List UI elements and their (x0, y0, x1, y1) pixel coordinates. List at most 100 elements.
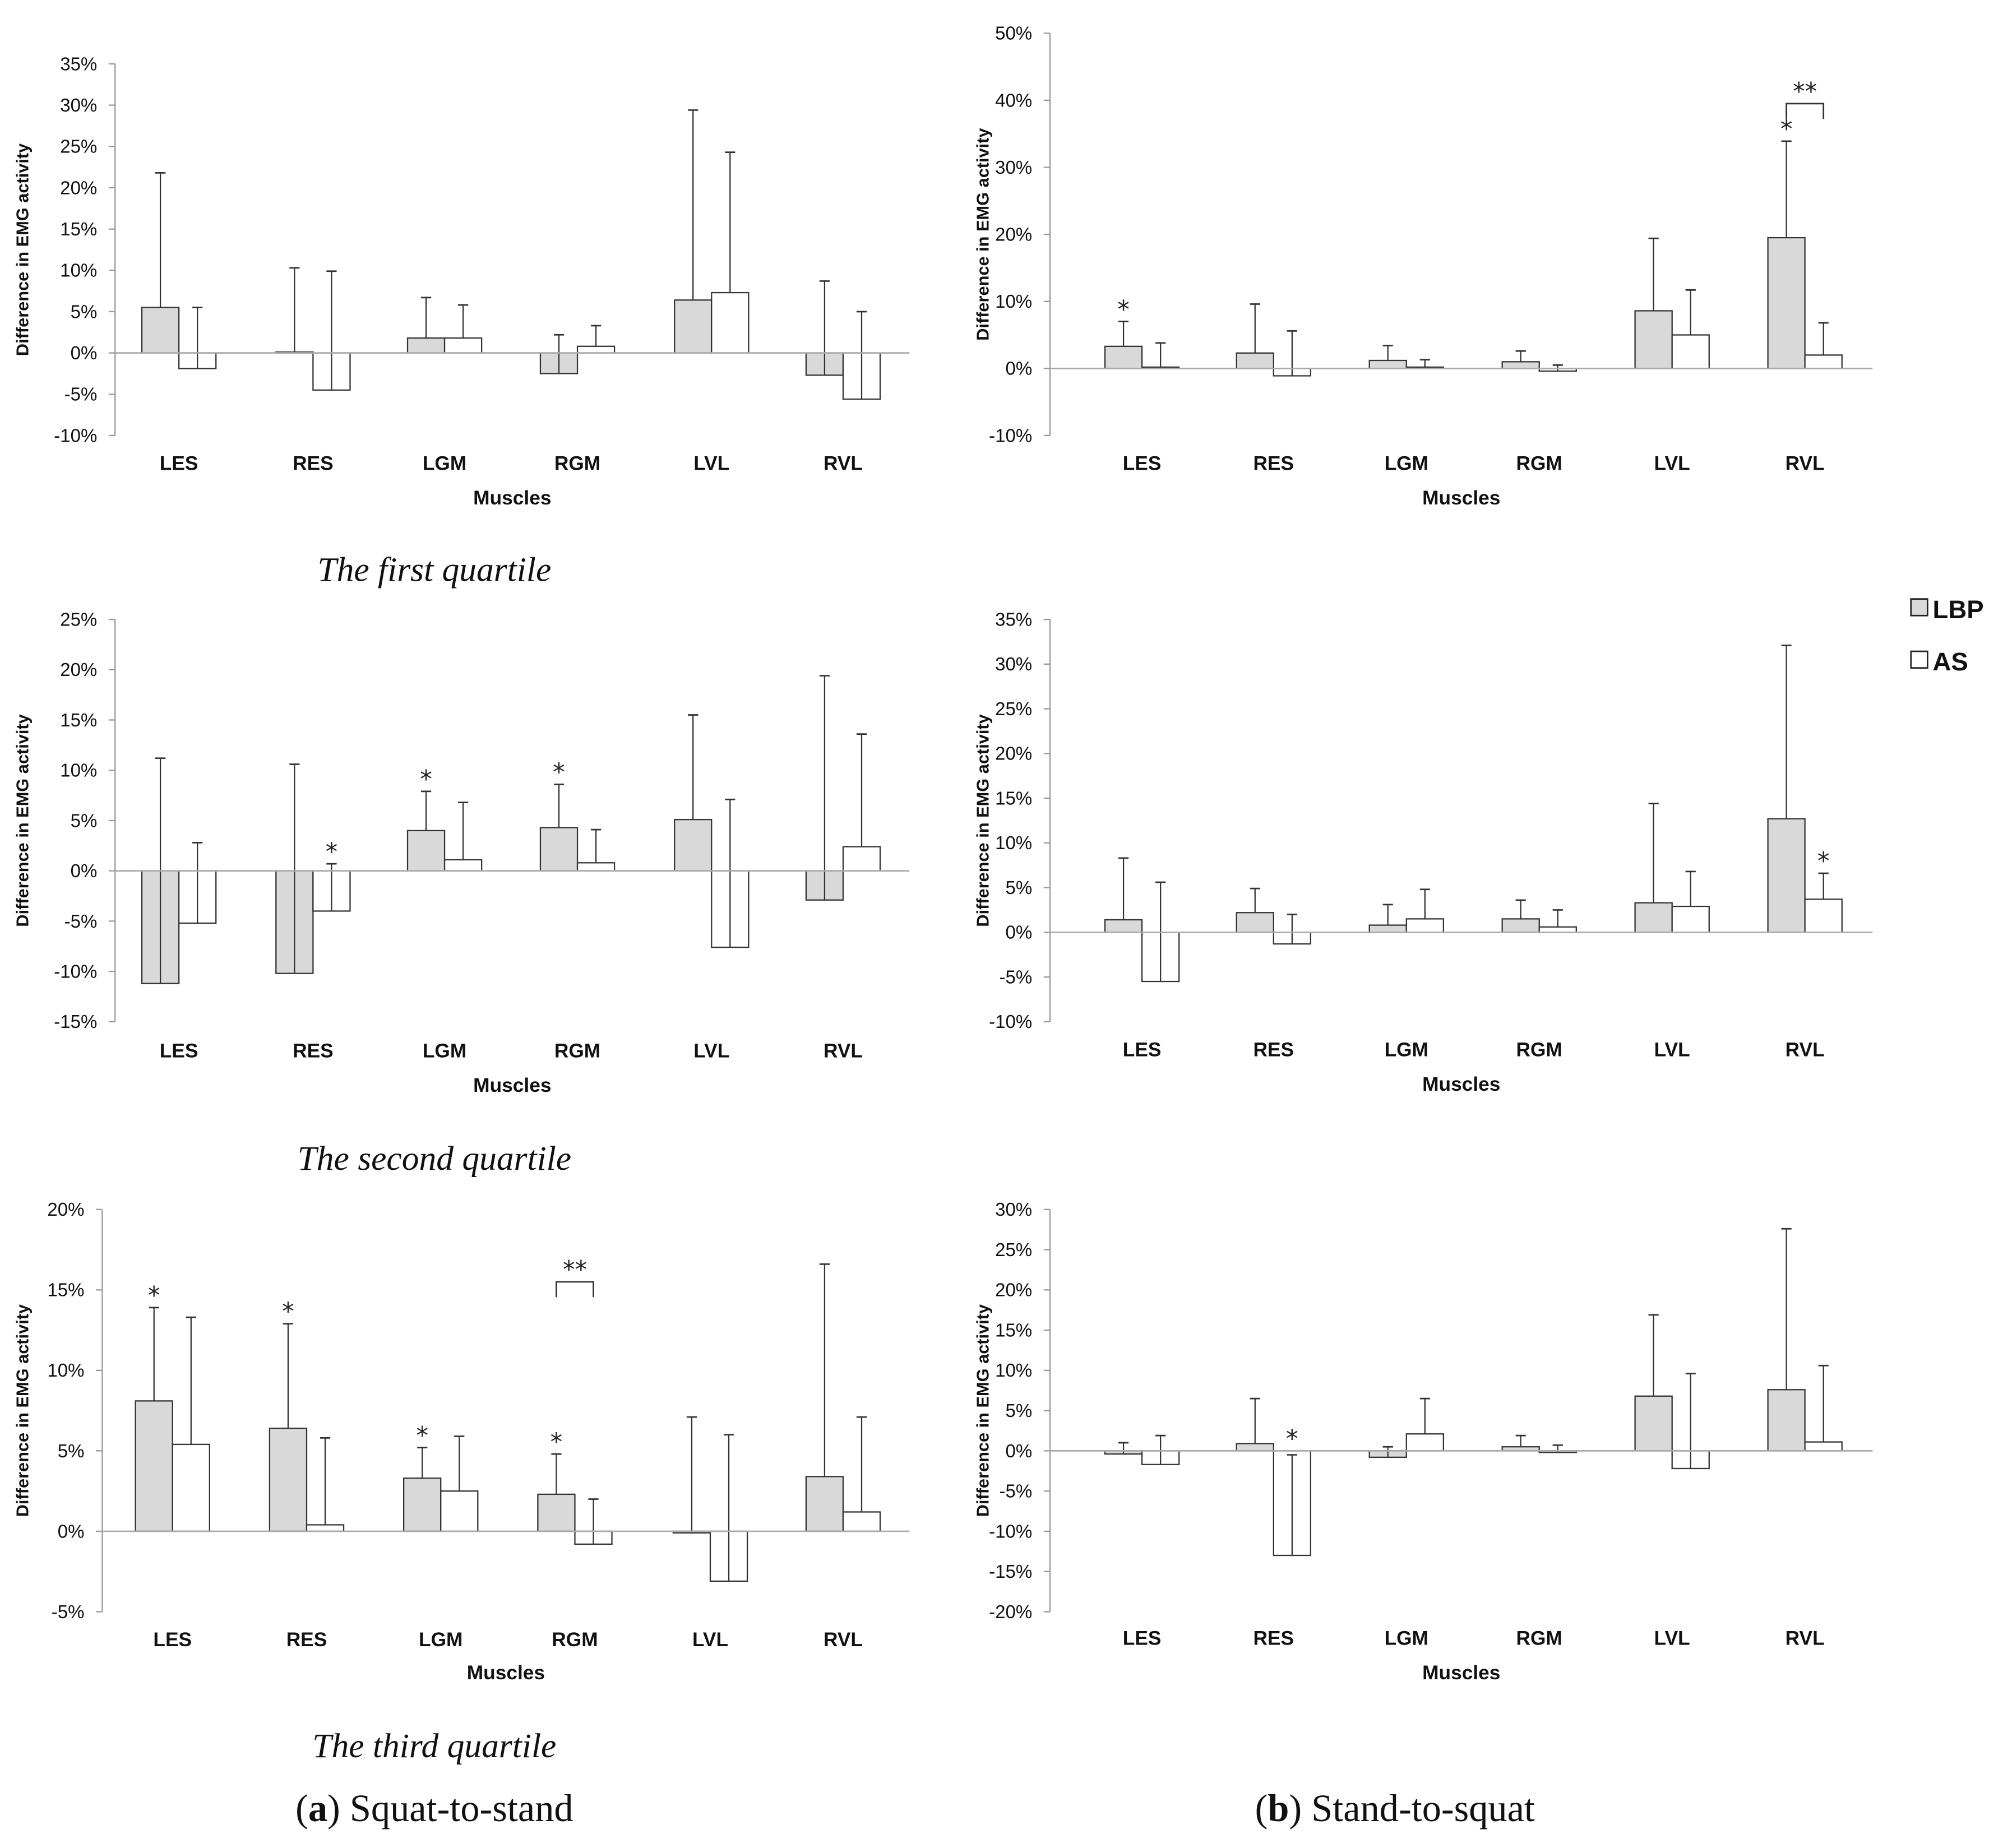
bar-lbp-rgm (537, 1493, 576, 1532)
bar-lbp-res (1236, 352, 1274, 369)
y-tick-label: 25% (60, 136, 97, 157)
bar-lbp-lgm (403, 1478, 442, 1532)
y-tick-label: -10% (54, 425, 97, 446)
y-axis-label: Difference in EMG activity (12, 143, 32, 356)
caption-first-quartile: The first quartile (317, 551, 551, 589)
y-tick-label: 20% (995, 743, 1032, 764)
x-tick-label: RVL (824, 452, 863, 474)
y-tick-label: 15% (60, 710, 97, 730)
significance-star: * (1117, 296, 1130, 324)
legend-label-as: AS (1933, 647, 1968, 676)
y-tick-label: 35% (995, 609, 1032, 629)
x-tick-label: RGM (552, 1629, 598, 1651)
bar-lbp-rgm (1501, 918, 1540, 933)
x-tick-label: LVL (1654, 1039, 1690, 1060)
x-tick-label: LGM (423, 452, 466, 474)
x-axis-label: Muscles (467, 1662, 545, 1684)
bar-lbp-rvl (1767, 237, 1806, 369)
x-tick-label: RGM (1516, 452, 1562, 474)
bar-lbp-rgm (1501, 361, 1540, 369)
y-tick-label: 5% (1005, 1400, 1032, 1421)
bar-lbp-les (1104, 919, 1143, 933)
significance-star: * (1780, 115, 1793, 143)
x-tick-label: LGM (419, 1629, 462, 1651)
bar-lbp-les (141, 307, 180, 354)
y-tick-label: 0% (1005, 358, 1032, 379)
significance-star: * (326, 838, 338, 866)
x-tick-label: LVL (693, 452, 729, 474)
y-tick-label: 50% (995, 23, 1032, 44)
bar-lbp-res (269, 1428, 308, 1532)
bar-as-rgm (576, 862, 616, 872)
y-axis-label: Difference in EMG activity (12, 714, 32, 927)
x-tick-label: RVL (1785, 1628, 1825, 1650)
x-tick-label: LGM (1385, 452, 1428, 474)
x-tick-label: LGM (1385, 1039, 1428, 1060)
subfigure-b-title: (b) Stand-to-squat (1255, 1787, 1535, 1830)
x-tick-label: RVL (824, 1040, 863, 1062)
y-tick-label: -5% (999, 966, 1032, 987)
subfigure-a-title: (a) Squat-to-stand (295, 1787, 573, 1830)
significance-star: * (553, 759, 565, 787)
legend: LBP AS (1910, 595, 1984, 676)
subfigure-b-text: Stand-to-squat (1311, 1787, 1535, 1830)
x-tick-label: LVL (693, 1040, 729, 1062)
x-axis-label: Muscles (473, 487, 551, 509)
caption-third-quartile: The third quartile (312, 1727, 556, 1765)
y-tick-label: 5% (58, 1441, 85, 1461)
y-tick-label: 20% (47, 1199, 84, 1220)
x-tick-label: LVL (692, 1629, 728, 1651)
x-axis-label: Muscles (473, 1074, 551, 1096)
bar-as-lgm (443, 337, 483, 354)
x-tick-label: LES (160, 452, 198, 474)
y-tick-label: 0% (71, 860, 98, 881)
y-tick-label: 35% (60, 53, 97, 74)
y-tick-label: 25% (995, 1239, 1032, 1260)
x-tick-label: RVL (1785, 1039, 1825, 1060)
y-tick-label: -10% (989, 1521, 1032, 1541)
significance-bracket (1785, 103, 1825, 119)
y-tick-label: 30% (995, 157, 1032, 178)
bar-lbp-lvl (1634, 902, 1673, 933)
y-tick-label: 20% (995, 224, 1032, 244)
y-tick-label: -15% (989, 1561, 1032, 1582)
y-tick-label: 20% (60, 659, 97, 680)
y-tick-label: -10% (989, 1011, 1032, 1032)
x-axis-label: Muscles (1422, 487, 1500, 509)
y-tick-label: 0% (1005, 922, 1032, 943)
y-tick-label: 15% (47, 1280, 84, 1300)
x-axis-label: Muscles (1422, 1662, 1500, 1684)
x-tick-label: RGM (1516, 1039, 1562, 1060)
y-tick-label: 20% (60, 177, 97, 198)
y-tick-label: 10% (47, 1360, 84, 1381)
chart-a1: -10% -5% 0% 5% 10% 15% 20% 25% 30% 35% Difference … (12, 53, 910, 509)
legend-swatch-as (1910, 650, 1928, 669)
y-tick-label: -15% (54, 1011, 97, 1032)
y-tick-label: 0% (1005, 1441, 1032, 1461)
significance-star: * (282, 1298, 294, 1326)
y-tick-label: -5% (999, 1481, 1032, 1502)
bar-as-rvl (1804, 1441, 1843, 1452)
x-tick-label: LGM (1385, 1628, 1428, 1650)
y-axis-label: Difference in EMG activity (973, 714, 993, 927)
x-tick-label: RVL (1785, 452, 1825, 474)
bar-as-rvl (842, 1511, 881, 1532)
y-tick-label: 0% (71, 342, 98, 363)
chart-b2: -10% -5% 0% 5% 10% 15% 20% 25% 30% 35% Difference … (973, 609, 1873, 1095)
bar-lbp-les (135, 1400, 173, 1532)
y-tick-label: 10% (60, 260, 97, 281)
bar-as-les (172, 1443, 210, 1532)
y-tick-label: 10% (60, 760, 97, 781)
bar-lbp-les (1104, 345, 1143, 369)
x-tick-label: RES (1253, 1628, 1294, 1650)
x-tick-label: LVL (1654, 1628, 1690, 1650)
x-tick-label: RGM (554, 452, 600, 474)
x-axis-label: Muscles (1422, 1073, 1500, 1095)
bar-lbp-rvl (1767, 1389, 1806, 1452)
x-tick-label: RES (1253, 452, 1294, 474)
bar-lbp-lgm (1368, 359, 1407, 369)
x-tick-label: LGM (423, 1040, 466, 1062)
bar-as-rgm (1538, 926, 1577, 933)
y-tick-label: 15% (60, 219, 97, 239)
